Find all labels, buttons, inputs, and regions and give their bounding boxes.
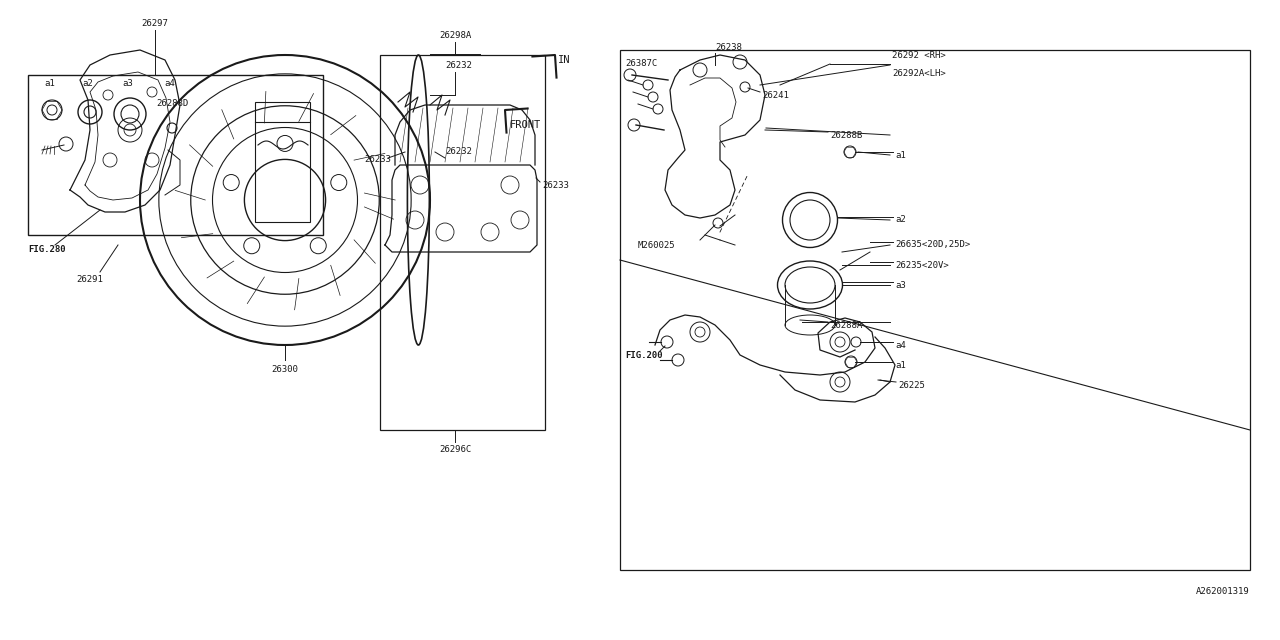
Text: FRONT: FRONT: [509, 120, 541, 130]
Text: a2: a2: [83, 79, 93, 88]
Text: 26298A: 26298A: [439, 31, 471, 40]
Text: a4: a4: [165, 79, 175, 88]
Text: A262001319: A262001319: [1197, 588, 1251, 596]
Text: FIG.200: FIG.200: [625, 351, 663, 360]
Text: M260025: M260025: [637, 241, 676, 250]
Text: IN: IN: [558, 55, 571, 65]
Text: 26225: 26225: [899, 381, 925, 390]
Text: 26387C: 26387C: [625, 58, 657, 67]
Text: 26232: 26232: [445, 61, 472, 70]
Text: 26288D: 26288D: [156, 99, 188, 109]
Text: a2: a2: [895, 216, 906, 225]
Text: 26238: 26238: [716, 42, 742, 51]
Bar: [28, 75, 323, 235]
Text: 26300: 26300: [271, 365, 298, 374]
Text: a1: a1: [895, 150, 906, 159]
Text: 26235<20V>: 26235<20V>: [895, 260, 948, 269]
Text: 26233: 26233: [541, 180, 568, 189]
Text: a3: a3: [123, 79, 133, 88]
Text: a1: a1: [45, 79, 55, 88]
Text: a3: a3: [895, 280, 906, 289]
Text: 26233: 26233: [364, 156, 390, 164]
Text: 26292 <RH>: 26292 <RH>: [892, 51, 946, 60]
Text: a4: a4: [895, 340, 906, 349]
Text: 26288B: 26288B: [829, 131, 863, 140]
Bar: [255, 102, 310, 222]
Text: FIG.280: FIG.280: [28, 246, 65, 255]
Text: 26292A<LH>: 26292A<LH>: [892, 68, 946, 77]
Text: 26291: 26291: [77, 275, 104, 285]
Bar: [620, 50, 1251, 570]
Text: 26232: 26232: [445, 147, 472, 157]
Text: 26241: 26241: [762, 90, 788, 99]
Text: 26635<20D,25D>: 26635<20D,25D>: [895, 241, 970, 250]
Text: a1: a1: [895, 360, 906, 369]
Text: 26297: 26297: [142, 19, 169, 28]
Text: 26296C: 26296C: [439, 445, 471, 454]
Bar: [380, 55, 545, 430]
Text: 26288A: 26288A: [829, 321, 863, 330]
